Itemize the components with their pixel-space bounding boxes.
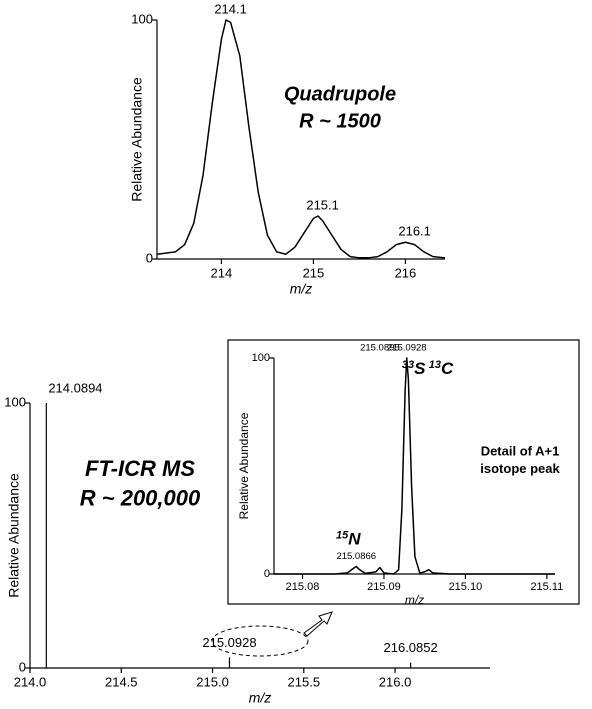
x-tick-label: 216: [395, 265, 417, 280]
x-tick-label: 214.0: [14, 674, 47, 689]
y-tick-label: 0: [19, 659, 26, 674]
isotope-mass: 33: [402, 359, 414, 371]
chart-title: Quadrupole: [284, 83, 396, 105]
x-tick-label: 214.5: [105, 674, 138, 689]
inset-frame: [227, 339, 580, 605]
peak-label: 216.0852: [384, 640, 438, 655]
x-tick-label: 215: [303, 265, 325, 280]
x-axis-label: m/z: [249, 690, 272, 706]
chart-subtitle: isotope peak: [480, 461, 560, 476]
x-tick-label: 215.08: [286, 581, 320, 593]
y-axis-label: Relative Abundance: [237, 412, 251, 519]
peak-label: 215.0928: [387, 343, 427, 354]
isotope-label: 15N: [336, 529, 361, 549]
zoom-arrow: [303, 611, 333, 637]
isotope-element: N: [348, 530, 361, 549]
chart-subtitle: R ~ 1500: [299, 110, 381, 132]
y-tick-label: 100: [252, 352, 270, 364]
isotope-element: S: [414, 359, 426, 378]
y-tick-label: 100: [131, 11, 153, 26]
y-axis-label: Relative Abundance: [129, 77, 145, 202]
peak-label: 214.1: [214, 1, 247, 16]
y-axis-label: Relative Abundance: [6, 473, 22, 598]
x-tick-label: 215.0: [196, 674, 229, 689]
spectrum-line: [156, 19, 446, 259]
x-axis-label: m/z: [405, 593, 424, 607]
y-tick-label: 0: [146, 250, 153, 265]
peak-label: 215.0895: [360, 343, 400, 354]
y-tick-label: 0: [264, 568, 270, 580]
peak-label: 215.1: [306, 197, 339, 212]
x-tick-label: 215.09: [367, 581, 401, 593]
x-tick-label: 215.11: [530, 581, 563, 593]
peak-label: 214.0894: [48, 380, 102, 395]
isotope-mass: 15: [336, 529, 349, 541]
isotope-label: 33S: [402, 359, 426, 379]
chart-subtitle: R ~ 200,000: [80, 486, 201, 511]
chart-title: Detail of A+1: [481, 443, 560, 458]
y-tick-label: 100: [4, 394, 26, 409]
peak-label: 215.0928: [202, 635, 256, 650]
isotope-label: 13C: [429, 359, 454, 379]
highlight-ellipse: [211, 625, 309, 657]
peak-label: 215.0866: [336, 551, 376, 562]
x-axis-label: m/z: [290, 281, 313, 297]
x-tick-label: 216.0: [379, 674, 412, 689]
isotope-mass: 13: [429, 359, 441, 371]
spectrum-line: [274, 357, 555, 575]
chart-title: FT-ICR MS: [85, 456, 195, 481]
peak-label: 216.1: [398, 224, 431, 239]
x-tick-label: 214: [211, 265, 233, 280]
x-tick-label: 215.10: [449, 581, 483, 593]
isotope-element: C: [441, 359, 454, 378]
x-tick-label: 215.5: [288, 674, 321, 689]
